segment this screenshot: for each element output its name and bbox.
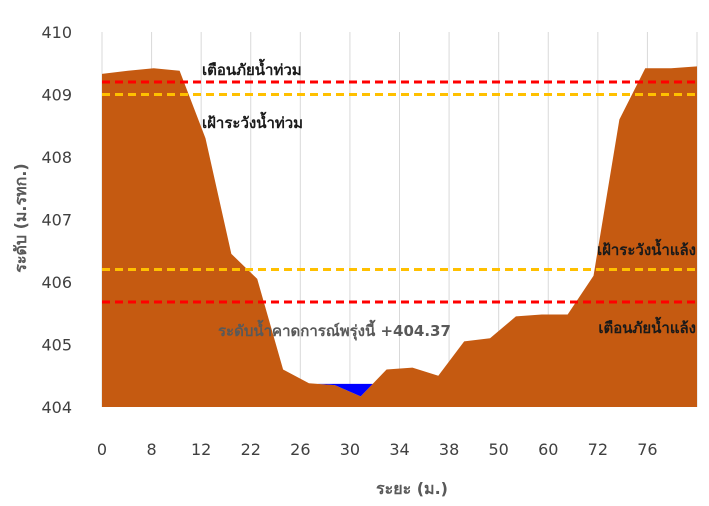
y-tick-label: 407 <box>41 211 72 230</box>
forecast-water-level-annotation: ระดับน้ำคาดการณ์พรุ่งนี้ +404.37 <box>218 319 451 341</box>
x-tick-label: 34 <box>389 440 409 459</box>
y-tick-label: 406 <box>41 273 72 292</box>
x-axis-title: ระยะ (ม.) <box>376 479 448 498</box>
x-tick-label: 22 <box>241 440 261 459</box>
x-tick-label: 30 <box>340 440 360 459</box>
water-area-layer <box>317 383 373 397</box>
x-tick-label: 72 <box>588 440 608 459</box>
x-tick-label: 8 <box>146 440 156 459</box>
reference-label-drought-warning: เตือนภัยน้ำแล้ง <box>598 316 696 337</box>
ground-area <box>102 66 697 407</box>
x-tick-label: 60 <box>538 440 558 459</box>
x-tick-label: 38 <box>439 440 459 459</box>
x-tick-label: 76 <box>637 440 657 459</box>
x-tick-label: 0 <box>97 440 107 459</box>
x-tick-label: 12 <box>191 440 211 459</box>
water-area <box>317 383 373 397</box>
y-tick-label: 404 <box>41 398 72 417</box>
y-tick-label: 408 <box>41 148 72 167</box>
x-tick-label: 26 <box>290 440 310 459</box>
y-tick-labels: 404 405 406 407 408 409 410 <box>41 23 72 417</box>
y-axis-title: ระดับ (ม.รทก.) <box>11 163 30 272</box>
x-tick-label: 50 <box>488 440 508 459</box>
ground-area-layer <box>102 66 697 407</box>
y-tick-label: 409 <box>41 86 72 105</box>
reference-label-flood-warning: เตือนภัยน้ำท่วม <box>202 58 302 79</box>
x-tick-labels: 0 8 12 22 26 30 34 38 50 60 72 76 <box>97 440 658 459</box>
reference-label-flood-watch: เฝ้าระวังน้ำท่วม <box>202 111 303 132</box>
y-tick-label: 410 <box>41 23 72 42</box>
reference-label-drought-watch: เฝ้าระวังน้ำแล้ง <box>597 238 696 259</box>
reference-lines <box>102 80 697 304</box>
y-tick-label: 405 <box>41 336 72 355</box>
